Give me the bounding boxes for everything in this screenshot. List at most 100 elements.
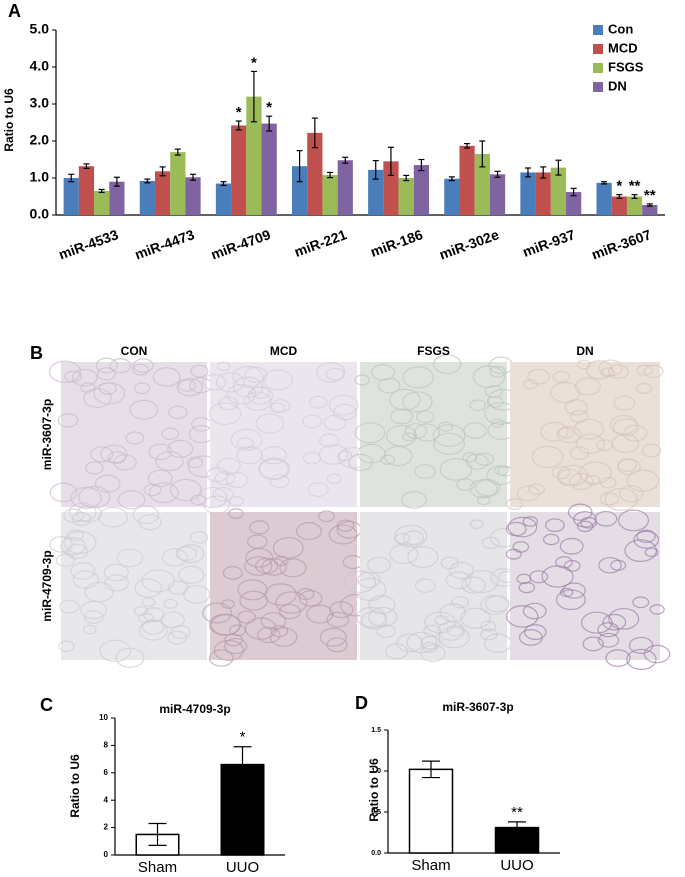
tissue-texture [644,547,659,558]
tissue-texture [490,418,505,428]
tissue-texture [302,414,323,429]
tissue-texture [318,510,335,523]
y-tick-label: 1.0 [30,169,50,185]
tissue-texture [594,510,618,527]
tissue-texture [562,582,586,599]
tissue-texture [270,624,289,638]
tissue-texture [72,368,98,387]
tissue-texture [326,473,342,484]
tissue-texture [244,556,273,576]
tissue-texture [529,570,549,584]
x-tick-label: UUO [226,859,259,876]
tissue-texture [230,428,263,451]
panel-label: B [30,343,43,363]
legend-swatch [593,82,603,92]
bar [261,123,277,215]
tissue-texture [460,607,491,629]
tissue-texture [148,482,179,504]
tissue-texture [380,454,396,465]
tissue-texture [236,446,263,465]
bar [398,178,414,215]
x-tick-label: miR-4533 [56,226,120,262]
micrograph [210,362,357,507]
chart-title: miR-4709-3p [159,702,230,716]
significance-marker: * [616,178,622,195]
bar [642,205,658,215]
tissue-texture [421,641,439,654]
tissue-texture [72,570,99,589]
tissue-texture [273,555,289,567]
tissue-texture [574,377,601,396]
tissue-texture [208,402,242,426]
tissue-texture [98,506,128,528]
tissue-texture [90,446,114,463]
significance-marker: ** [644,187,656,204]
tissue-texture [249,520,270,535]
tissue-texture [141,597,156,607]
tissue-texture [605,649,631,667]
tissue-texture [258,458,289,480]
tissue-texture [269,402,286,414]
x-tick-label: miR-186 [368,226,425,260]
tissue-texture [541,565,574,588]
tissue-texture [222,566,243,580]
x-tick-label: miR-4473 [132,226,196,262]
x-tick-label: miR-3607 [589,226,653,262]
tissue-texture [161,427,180,440]
y-tick-label: 3.0 [30,95,50,111]
tissue-texture [133,606,149,617]
tissue-texture [132,363,149,376]
tissue-texture [469,479,498,499]
tissue-texture [83,388,112,408]
significance-marker: * [236,104,242,121]
tissue-texture [445,571,472,590]
tissue-texture [567,503,593,521]
tissue-texture [309,395,328,409]
tissue-texture [103,563,129,582]
tissue-texture [480,620,497,632]
tissue-texture [402,366,435,389]
tissue-texture [82,624,97,635]
tissue-texture [599,492,619,506]
tissue-texture [636,382,652,395]
column-header: DN [576,344,593,358]
tissue-texture [197,486,228,509]
tissue-texture [138,620,168,641]
tissue-texture [272,537,304,559]
x-tick-label: miR-937 [520,226,577,260]
bar [474,153,490,215]
tissue-texture [232,376,264,398]
tissue-texture [298,590,323,607]
tissue-texture [356,606,387,628]
tissue-texture [449,561,474,580]
tissue-texture [636,364,653,376]
tissue-texture [573,418,604,440]
tissue-texture [559,587,574,598]
row-label: miR-3607-3p [40,399,54,470]
tissue-texture [244,366,268,383]
tissue-texture [434,615,449,626]
tissue-texture [216,457,241,475]
tissue-texture [60,537,87,556]
tissue-texture [433,432,466,455]
tissue-texture [624,539,657,563]
tissue-texture [367,556,391,574]
y-tick-label: 5.0 [30,21,50,37]
tissue-texture [260,612,287,630]
y-tick-label: 1.5 [371,727,381,734]
tissue-texture [155,451,184,472]
bar [626,196,643,215]
tissue-texture [125,431,145,445]
column-header: FSGS [417,344,450,358]
tissue-texture [76,504,102,523]
tissue-texture [57,413,79,428]
tissue-texture [212,486,234,502]
tissue-texture [247,386,274,405]
tissue-texture [564,399,588,416]
tissue-texture [506,498,523,510]
tissue-texture [414,423,440,442]
tissue-texture [226,383,257,405]
tissue-texture [414,578,436,593]
y-axis-label: Ratio to U6 [68,754,82,818]
